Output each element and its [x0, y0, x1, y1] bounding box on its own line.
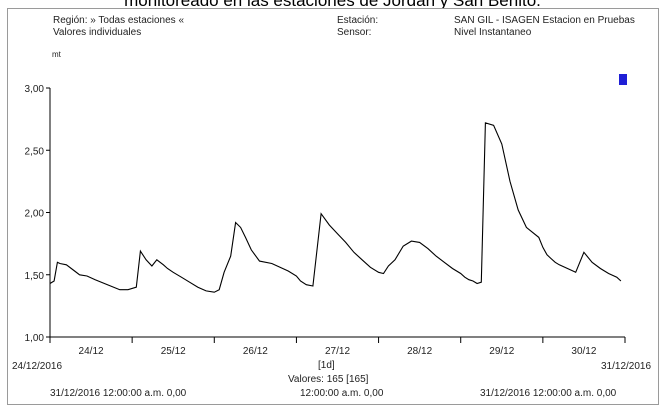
x-axis-end-date: 31/12/2016 — [601, 361, 651, 372]
interval-label: [1d] — [318, 360, 335, 371]
x-axis-start-date: 24/12/2016 — [12, 361, 62, 372]
values-mode-label: Valores individuales — [53, 27, 142, 38]
chart-frame: Región: » Todas estaciones « Valores ind… — [7, 8, 659, 405]
y-axis-unit-label: mt — [52, 50, 62, 59]
figure-caption: monitoreado en las estaciones de Jordan … — [124, 0, 541, 10]
x-tick-label: 28/12 — [407, 346, 432, 357]
sensor-key: Sensor: — [337, 27, 372, 38]
y-tick-label: 2,50 — [25, 146, 45, 157]
y-tick-label: 1,50 — [25, 271, 45, 282]
x-tick-label: 26/12 — [243, 346, 268, 357]
station-key: Estación: — [337, 15, 379, 26]
x-tick-label: 30/12 — [571, 346, 596, 357]
x-tick-label: 27/12 — [325, 346, 350, 357]
x-tick-label: 29/12 — [489, 346, 514, 357]
region-label: Región: » Todas estaciones « — [53, 15, 185, 26]
legend-marker — [619, 74, 627, 85]
center-stat-label: 12:00:00 a.m. 0,00 — [300, 388, 384, 399]
right-stat-label: 31/12/2016 12:00:00 a.m. 0,00 — [480, 388, 617, 399]
left-stat-label: 31/12/2016 12:00:00 a.m. 0,00 — [50, 388, 187, 399]
x-tick-label: 25/12 — [161, 346, 186, 357]
station-value: SAN GIL - ISAGEN Estacion en Pruebas — [454, 15, 635, 26]
y-tick-label: 3,00 — [25, 84, 45, 95]
y-tick-label: 2,00 — [25, 209, 45, 220]
values-count-label: Valores: 165 [165] — [288, 374, 369, 385]
y-tick-label: 1,00 — [25, 333, 45, 344]
sensor-value: Nivel Instantaneo — [454, 27, 532, 38]
x-tick-label: 24/12 — [79, 346, 104, 357]
series-line-nivel — [49, 122, 622, 293]
